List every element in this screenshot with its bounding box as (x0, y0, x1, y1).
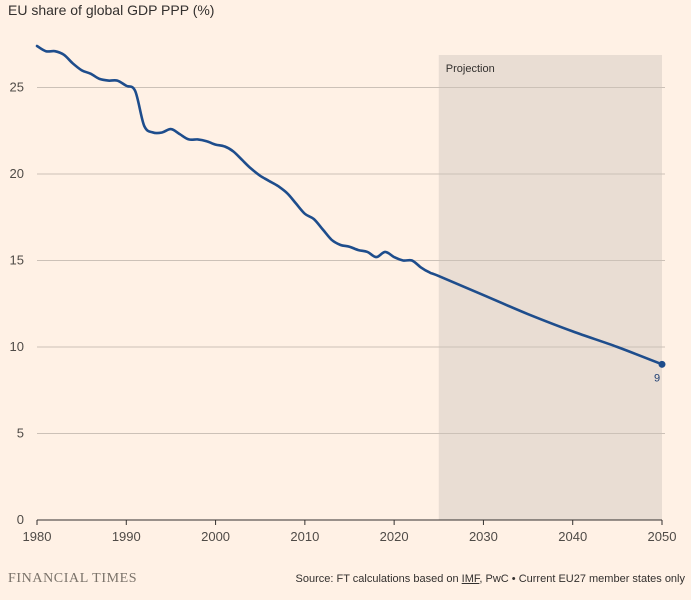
y-tick-label-10: 10 (10, 339, 24, 354)
y-tick-label-25: 25 (10, 80, 24, 95)
x-tick-label-2000: 2000 (201, 529, 230, 544)
y-tick-label-20: 20 (10, 166, 24, 181)
end-value-label: 9 (654, 372, 660, 384)
x-tick-label-2010: 2010 (290, 529, 319, 544)
x-axis: 1980 1990 2000 2010 2020 2030 2040 2050 (23, 519, 677, 544)
y-axis-labels: 0 5 10 15 20 25 (10, 80, 24, 527)
x-tick-label-2020: 2020 (380, 529, 409, 544)
x-tick-label-1980: 1980 (23, 529, 52, 544)
projection-label: Projection (446, 63, 495, 75)
source-prefix: Source: FT calculations based on (295, 573, 462, 585)
line-chart: Projection 0 5 10 15 20 25 1980 1990 2000 2010 20… (10, 44, 677, 544)
x-tick-label-2030: 2030 (469, 529, 498, 544)
source-imf-link[interactable]: IMF (461, 573, 480, 585)
end-point-marker (658, 360, 666, 368)
series-line-eu-share (35, 44, 664, 366)
brand-logo-text: FINANCIAL TIMES (8, 571, 138, 586)
source-suffix: , PwC • Current EU27 member states only (479, 573, 685, 585)
gridlines (37, 87, 665, 435)
x-tick-label-1990: 1990 (112, 529, 141, 544)
source-note: Source: FT calculations based on IMF, Pw… (296, 573, 685, 585)
y-tick-label-15: 15 (10, 253, 24, 268)
x-tick-label-2050: 2050 (648, 529, 677, 544)
x-tick-label-2040: 2040 (558, 529, 587, 544)
y-tick-label-0: 0 (17, 512, 24, 527)
projection-band (438, 55, 662, 520)
y-tick-label-5: 5 (17, 426, 24, 441)
chart-title: EU share of global GDP PPP (%) (8, 2, 215, 18)
